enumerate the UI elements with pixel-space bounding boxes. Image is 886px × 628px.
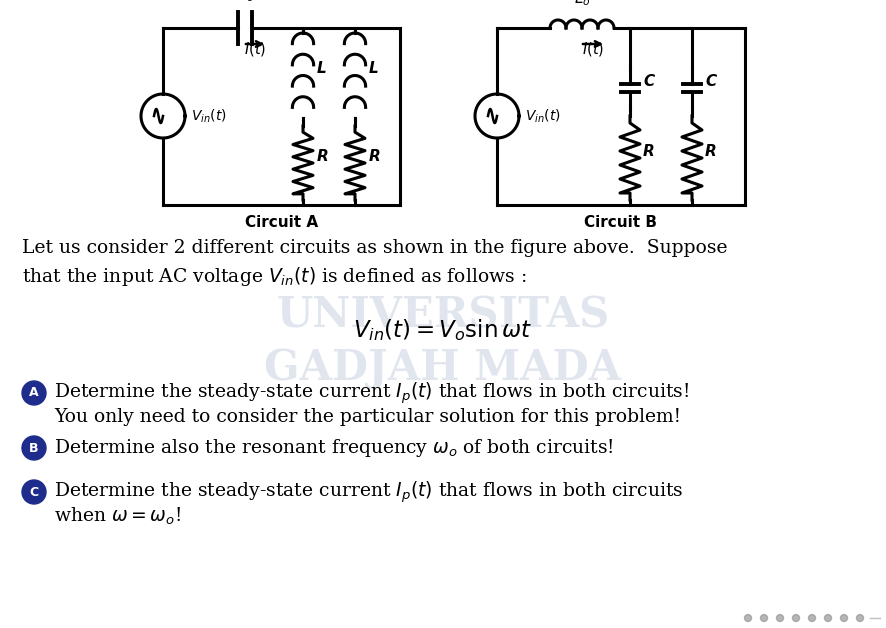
Text: Determine the steady-state current $I_p(t)$ that flows in both circuits!: Determine the steady-state current $I_p(… <box>54 380 688 406</box>
Text: C: C <box>642 74 654 89</box>
Circle shape <box>840 615 846 622</box>
Text: A: A <box>29 386 39 399</box>
Circle shape <box>791 615 798 622</box>
Text: L: L <box>369 61 378 76</box>
Text: $L_o$: $L_o$ <box>573 0 589 8</box>
Text: $V_{in}(t) = V_o \sin \omega t$: $V_{in}(t) = V_o \sin \omega t$ <box>353 317 532 343</box>
Text: B: B <box>29 441 39 455</box>
Circle shape <box>856 615 863 622</box>
Text: when $\omega = \omega_o$!: when $\omega = \omega_o$! <box>54 506 181 527</box>
Text: C: C <box>704 74 715 89</box>
Text: $I(t)$: $I(t)$ <box>581 40 603 58</box>
Text: that the input AC voltage $V_{in}(t)$ is defined as follows :: that the input AC voltage $V_{in}(t)$ is… <box>22 264 525 288</box>
Text: R: R <box>369 149 380 164</box>
Text: UNIVERSITAS: UNIVERSITAS <box>276 294 609 336</box>
Text: R: R <box>642 144 654 159</box>
Text: $C_o$: $C_o$ <box>236 0 254 4</box>
Text: Determine the steady-state current $I_p(t)$ that flows in both circuits: Determine the steady-state current $I_p(… <box>54 479 682 505</box>
Text: $V_{in}(t)$: $V_{in}(t)$ <box>525 108 560 126</box>
Text: Determine also the resonant frequency $\omega_o$ of both circuits!: Determine also the resonant frequency $\… <box>54 437 613 459</box>
Text: R: R <box>704 144 716 159</box>
Text: R: R <box>316 149 329 164</box>
Circle shape <box>743 615 750 622</box>
Circle shape <box>775 615 782 622</box>
Circle shape <box>22 436 46 460</box>
Text: GADJAH MADA: GADJAH MADA <box>264 347 621 389</box>
Text: $I(t)$: $I(t)$ <box>244 40 266 58</box>
Text: L: L <box>316 61 326 76</box>
Circle shape <box>807 615 814 622</box>
Circle shape <box>22 480 46 504</box>
Circle shape <box>759 615 766 622</box>
Text: Let us consider 2 different circuits as shown in the figure above.  Suppose: Let us consider 2 different circuits as … <box>22 239 727 257</box>
Text: $V_{in}(t)$: $V_{in}(t)$ <box>190 108 227 126</box>
Text: You only need to consider the particular solution for this problem!: You only need to consider the particular… <box>54 408 680 426</box>
Circle shape <box>824 615 830 622</box>
Text: Circuit A: Circuit A <box>245 215 318 230</box>
Text: Circuit B: Circuit B <box>584 215 657 230</box>
Circle shape <box>22 381 46 405</box>
Text: C: C <box>29 485 38 499</box>
